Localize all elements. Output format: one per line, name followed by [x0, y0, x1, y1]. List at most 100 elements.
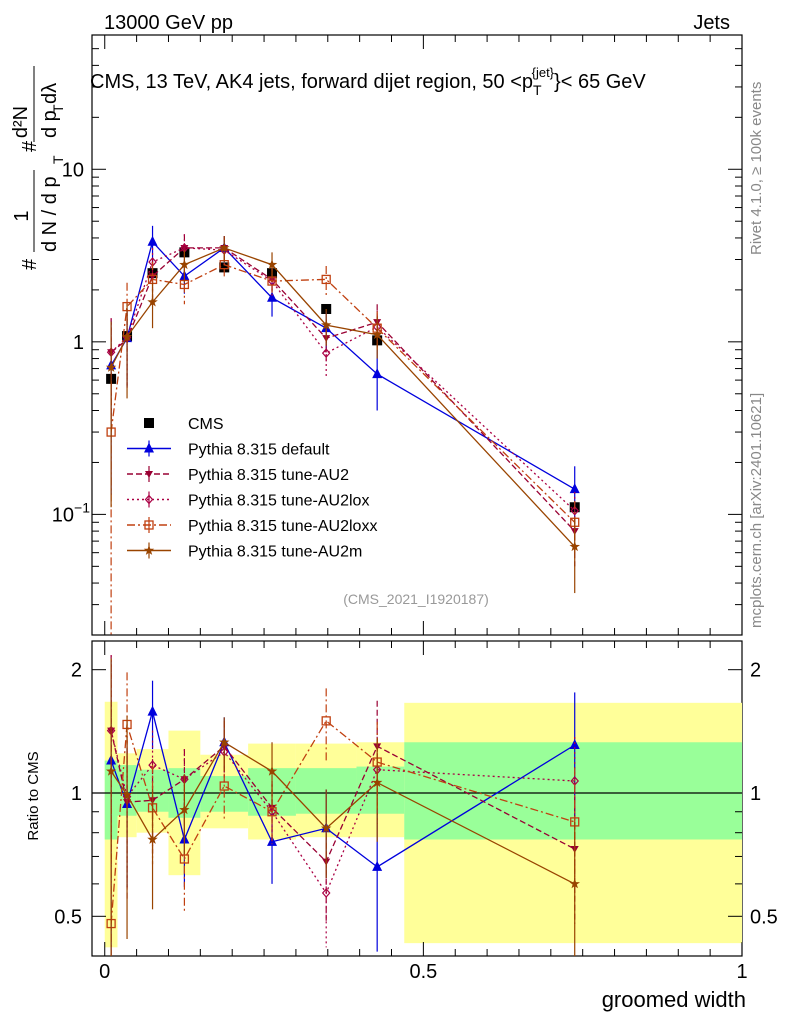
main-y-tick-label: 10 [62, 159, 84, 181]
ratio-point-au2m [179, 804, 190, 815]
point-au2m [266, 259, 278, 270]
ratio-y-tick-label-left: 0.5 [54, 906, 82, 928]
point-au2loxx [321, 274, 331, 285]
ratio-y-tick-label-right: 2 [750, 660, 761, 682]
legend-label-cms: CMS [188, 416, 224, 433]
legend: CMS Pythia 8.315 default Pythia 8.315 tune… [127, 416, 377, 561]
ratio-point-au2loxx [219, 781, 229, 791]
ratio-point-au2m [147, 834, 158, 844]
y-label-hash2: # [19, 140, 41, 152]
ratio-point-default [147, 705, 158, 716]
main-title-sup: {jet} [532, 65, 555, 80]
point-au2lox [321, 348, 331, 359]
point-au2m [371, 329, 383, 340]
ratio-point-au2m [321, 822, 332, 833]
series-au2loxx [106, 252, 580, 635]
x-tick-label: 0 [99, 961, 110, 983]
series-line-au2 [110, 247, 576, 532]
series-au2 [107, 234, 579, 567]
legend-marker-au2lox [144, 494, 154, 505]
header-left: 13000 GeV pp [104, 12, 233, 34]
y-label-den2-sub: T [50, 104, 66, 113]
series-au2m [105, 236, 580, 594]
main-title-tail: }< 65 GeV [554, 71, 646, 93]
point-default [569, 483, 580, 494]
main-panel-frame [91, 34, 743, 636]
ratio-y-tick-label-left: 1 [71, 783, 82, 805]
y-label-hash: # [19, 258, 41, 270]
legend-label-au2m: Pythia 8.315 tune-AU2m [188, 544, 362, 561]
ratio-band-inner [356, 766, 405, 814]
main-y-tick-label: 1 [73, 332, 84, 354]
legend-marker-cms [144, 418, 154, 428]
ratio-point-au2loxx [179, 854, 190, 864]
legend-label-default: Pythia 8.315 default [188, 442, 330, 459]
legend-marker-au2m [143, 545, 155, 555]
main-title: CMS, 13 TeV, AK4 jets, forward dijet reg… [90, 65, 646, 98]
ratio-line-au2 [110, 730, 575, 863]
ratio-y-tick-label-right: 0.5 [750, 906, 778, 928]
point-cms [219, 262, 230, 273]
x-axis-label: groomed width [602, 987, 746, 1012]
main-y-tick-exp: −1 [74, 499, 90, 515]
y-label-num: 1 [11, 210, 33, 221]
main-y-tick-label: 10−1 [52, 499, 90, 526]
legend-marker-default [144, 442, 154, 453]
point-au2m [179, 259, 190, 270]
mcplots-side-label: mcplots.cern.ch [arXiv:2401.10621] [748, 393, 765, 628]
legend-item-au2lox: Pythia 8.315 tune-AU2lox [127, 491, 369, 510]
main-title-text: CMS, 13 TeV, AK4 jets, forward dijet reg… [90, 71, 533, 93]
ratio-point-au2m [121, 789, 133, 800]
rivet-side-label: Rivet 4.1.0, ≥ 100k events [748, 82, 765, 255]
ratio-point-default [372, 860, 383, 871]
point-default [267, 291, 278, 302]
legend-label-au2: Pythia 8.315 tune-AU2 [188, 467, 349, 484]
point-au2m [219, 242, 230, 253]
point-default [372, 368, 383, 379]
ratio-point-au2m [219, 736, 230, 747]
header-right: Jets [693, 12, 730, 34]
ratio-point-au2m [266, 765, 278, 776]
ratio-band-inner [404, 742, 742, 840]
ratio-plot-area: 0.5 0.5 1 1 2 2 0 0.5 1 [54, 641, 778, 983]
x-tick-label: 0.5 [409, 961, 437, 983]
ratio-point-au2m [371, 777, 383, 788]
point-au2m [105, 362, 117, 372]
legend-item-au2m: Pythia 8.315 tune-AU2m [127, 542, 362, 561]
ratio-point-au2lox [321, 888, 331, 898]
x-tick-label: 1 [736, 961, 747, 983]
legend-marker-au2loxx [144, 520, 154, 530]
ratio-point-au2m [105, 765, 117, 776]
series-au2lox [106, 234, 580, 536]
ratio-point-au2loxx [267, 807, 277, 817]
point-au2m [147, 296, 158, 307]
legend-item-au2: Pythia 8.315 tune-AU2 [127, 466, 349, 484]
ratio-line-au2loxx [110, 719, 575, 924]
y-label-den-sub: T [50, 155, 66, 164]
legend-marker-au2 [145, 471, 153, 478]
y-label-den2-tail: dλ [39, 83, 61, 104]
ratio-y-tick-label-left: 2 [71, 660, 82, 682]
legend-label-au2loxx: Pythia 8.315 tune-AU2loxx [188, 518, 377, 535]
legend-item-au2loxx: Pythia 8.315 tune-AU2loxx [127, 517, 377, 535]
main-y-tick-base: 10 [52, 504, 74, 526]
legend-item-default: Pythia 8.315 default [127, 440, 330, 459]
legend-item-cms: CMS [144, 416, 224, 433]
ratio-y-label: Ratio to CMS [25, 751, 42, 840]
ratio-y-tick-label-right: 1 [750, 783, 761, 805]
point-default [147, 235, 158, 246]
y-label-den2: d p [39, 110, 61, 138]
ratio-series-au2m [105, 658, 580, 956]
point-au2m [321, 319, 332, 330]
legend-label-au2lox: Pythia 8.315 tune-AU2lox [188, 493, 369, 510]
y-label-num2: d²N [10, 106, 32, 138]
ratio-point-au2loxx [321, 716, 331, 726]
main-y-label: # 1 d N / d p T # d²N d p T dλ [10, 66, 66, 270]
y-label-den: d N / d p [39, 176, 61, 252]
main-title-sub: T [533, 82, 542, 98]
point-au2m [569, 541, 580, 552]
ratio-point-au2m [569, 878, 580, 889]
point-au2lox [570, 505, 580, 516]
